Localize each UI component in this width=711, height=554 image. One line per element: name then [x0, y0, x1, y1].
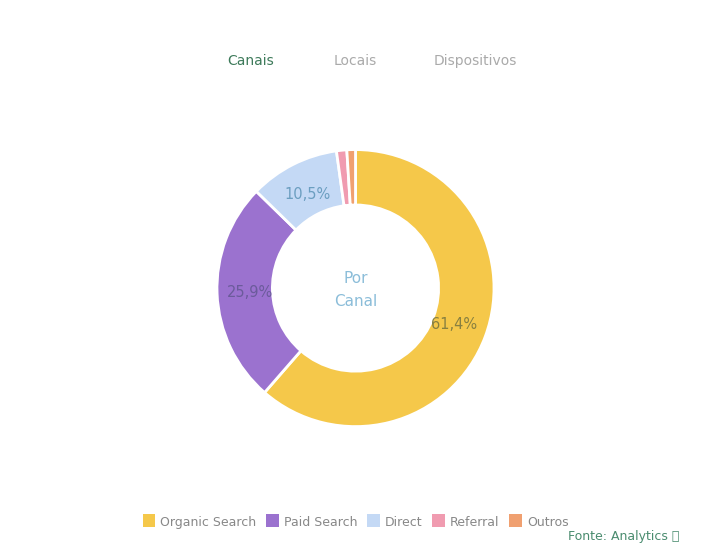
Text: 25,9%: 25,9% — [228, 285, 274, 300]
Wedge shape — [217, 191, 301, 393]
Wedge shape — [347, 150, 356, 205]
Text: Locais: Locais — [334, 54, 377, 68]
Text: Por: Por — [343, 271, 368, 286]
Text: 61,4%: 61,4% — [431, 317, 477, 332]
Text: Canais: Canais — [228, 54, 274, 68]
Text: Canal: Canal — [334, 294, 377, 310]
Text: Fonte: Analytics ⧉: Fonte: Analytics ⧉ — [567, 530, 679, 543]
Wedge shape — [264, 150, 494, 427]
Legend: Organic Search, Paid Search, Direct, Referral, Outros: Organic Search, Paid Search, Direct, Ref… — [137, 511, 574, 534]
Wedge shape — [257, 151, 344, 230]
Wedge shape — [336, 150, 351, 206]
Text: Dispositivos: Dispositivos — [433, 54, 517, 68]
Text: 10,5%: 10,5% — [285, 187, 331, 202]
